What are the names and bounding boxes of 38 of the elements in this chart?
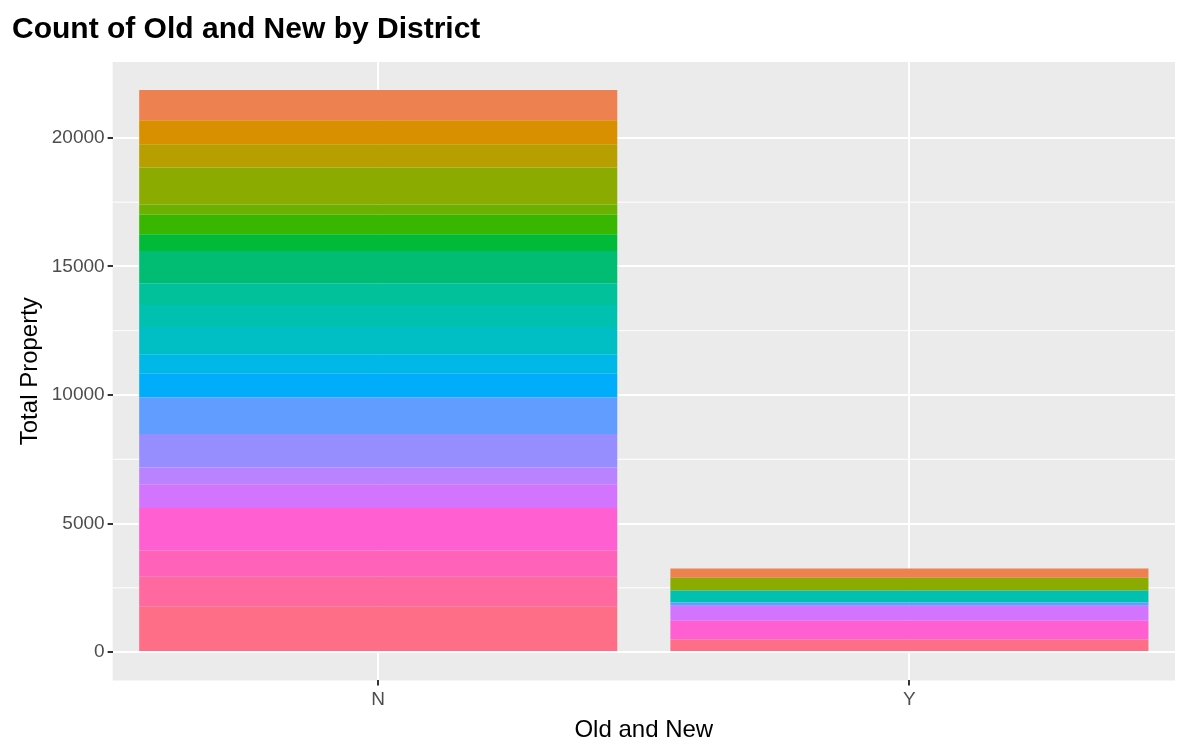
bar (139, 304, 618, 328)
bar (139, 434, 618, 468)
bar (139, 283, 618, 305)
bar (139, 120, 618, 145)
bar (139, 327, 618, 355)
bar (139, 373, 618, 398)
bar (670, 577, 1149, 591)
bar (139, 606, 618, 652)
bar (670, 605, 1149, 621)
bar (139, 204, 618, 215)
y-tick-label: 10000 (51, 383, 105, 405)
bar (139, 508, 618, 551)
bar (139, 90, 618, 121)
bar (139, 234, 618, 251)
bar (139, 576, 618, 607)
y-axis-title: Total Property (15, 297, 43, 446)
bar (139, 550, 618, 577)
bar (139, 144, 618, 168)
chart-title: Count of Old and New by District (12, 11, 481, 45)
bar (670, 590, 1149, 603)
y-tick-label: 0 (94, 640, 105, 662)
bar (139, 214, 618, 235)
bar (139, 467, 618, 485)
bar (139, 484, 618, 509)
bar (139, 250, 618, 284)
y-tick-label: 5000 (62, 511, 105, 533)
y-tick-label: 15000 (51, 254, 105, 276)
bar (670, 620, 1149, 640)
x-tick-label: Y (903, 688, 917, 710)
bar (139, 167, 618, 205)
bar (139, 354, 618, 374)
bar (139, 397, 618, 435)
x-tick-label: N (371, 688, 386, 710)
x-axis-title: Old and New (574, 715, 714, 743)
bar (670, 639, 1149, 652)
bar (670, 602, 1149, 606)
bar (670, 568, 1149, 578)
y-tick-label: 20000 (51, 126, 105, 148)
